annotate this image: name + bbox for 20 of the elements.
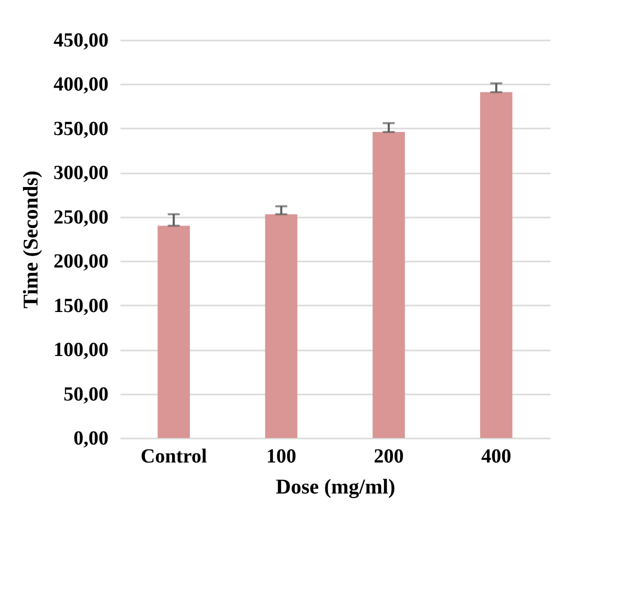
y-tick-label: 150,00 [54, 294, 108, 317]
y-tick-label: 250,00 [54, 206, 108, 228]
x-tick-label: 400 [481, 446, 512, 468]
bar [265, 214, 298, 438]
y-tick-label: 100,00 [54, 339, 108, 362]
y-tick-label: 0,00 [74, 428, 108, 450]
bar [158, 226, 190, 438]
x-tick-label: 100 [266, 446, 296, 468]
y-tick-label: 50,00 [64, 383, 108, 406]
y-tick-label: 400,00 [54, 74, 108, 96]
y-tick-label: 300,00 [54, 162, 108, 184]
bar [372, 132, 405, 438]
y-tick-label: 350,00 [54, 118, 108, 140]
x-tick-label: 200 [374, 446, 404, 468]
x-axis-title: Dose (mg/ml) [276, 474, 396, 498]
y-axis-title: Time (Seconds) [18, 170, 42, 308]
x-tick-label: Control [140, 446, 208, 468]
y-tick-label: 450,00 [54, 30, 108, 52]
y-tick-label: 200,00 [54, 250, 108, 273]
bar [480, 92, 512, 438]
